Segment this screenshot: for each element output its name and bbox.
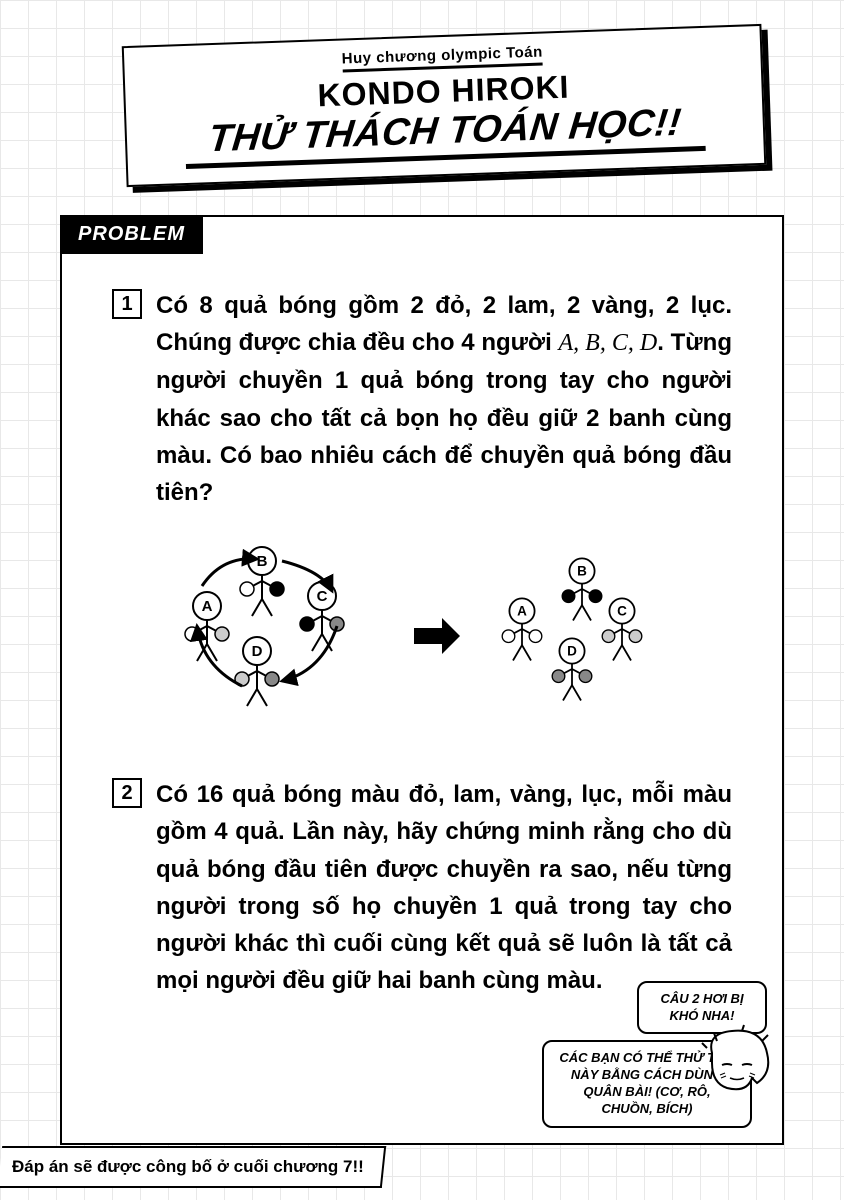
question-number: 2: [112, 778, 142, 808]
svg-text:A: A: [517, 604, 527, 619]
svg-text:C: C: [317, 588, 328, 605]
svg-text:D: D: [567, 644, 577, 659]
problem-panel: PROBLEM 1 Có 8 quả bóng gồm 2 đỏ, 2 lam,…: [60, 215, 784, 1145]
svg-text:B: B: [257, 553, 268, 570]
question-text: Có 8 quả bóng gồm 2 đỏ, 2 lam, 2 vàng, 2…: [156, 287, 732, 511]
svg-text:C: C: [617, 604, 627, 619]
header-banner: Huy chương olympic Toán KONDO HIROKI THỬ…: [122, 24, 767, 187]
ball-passing-diagram: A B C D A B C D: [112, 541, 732, 731]
question-2: 2 Có 16 quả bóng màu đỏ, lam, vàng, lục,…: [112, 776, 732, 999]
question-text: Có 16 quả bóng màu đỏ, lam, vàng, lục, m…: [156, 776, 732, 999]
svg-text:B: B: [577, 564, 587, 579]
arrow-icon: [412, 616, 462, 656]
svg-text:A: A: [202, 598, 213, 615]
character-speech: CÂU 2 HƠI BỊ KHÓ NHA! CÁC BẠN CÓ THỂ THỬ…: [542, 981, 767, 1128]
diagram-after: A B C D: [492, 556, 672, 716]
question-1: 1 Có 8 quả bóng gồm 2 đỏ, 2 lam, 2 vàng,…: [112, 287, 732, 511]
manga-character: [692, 1023, 782, 1123]
answer-note: Đáp án sẽ được công bố ở cuối chương 7!!: [0, 1146, 386, 1188]
svg-text:D: D: [252, 643, 263, 660]
question-number: 1: [112, 289, 142, 319]
diagram-before: A B C D: [172, 541, 382, 731]
problem-label: PROBLEM: [60, 215, 203, 254]
